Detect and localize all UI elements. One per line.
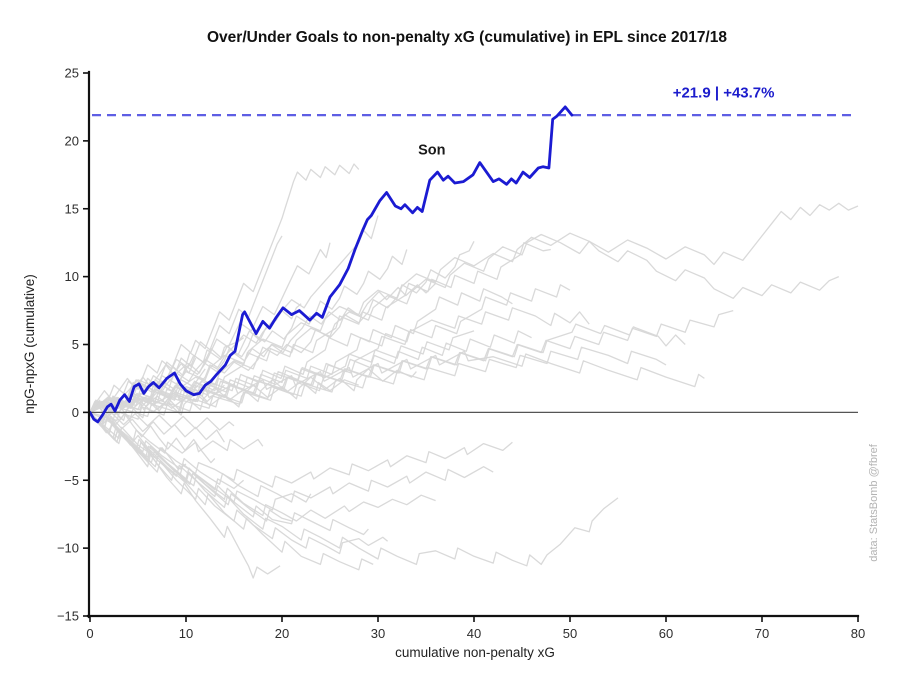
background-player-line bbox=[89, 411, 225, 443]
background-player-line bbox=[89, 411, 235, 431]
background-player-line bbox=[89, 411, 245, 491]
background-player-line bbox=[89, 411, 216, 464]
player-label: Son bbox=[418, 142, 445, 158]
background-player-line bbox=[89, 411, 187, 471]
y-tick-label: 0 bbox=[72, 405, 79, 420]
x-tick-label: 10 bbox=[179, 626, 193, 641]
background-player-line bbox=[89, 411, 389, 555]
background-player-line bbox=[89, 307, 590, 413]
x-tick-label: 30 bbox=[371, 626, 385, 641]
background-player-line bbox=[89, 303, 302, 413]
background-player-line bbox=[89, 284, 571, 413]
background-player-line bbox=[89, 288, 513, 413]
x-tick-label: 20 bbox=[275, 626, 289, 641]
y-tick-label: 20 bbox=[65, 133, 79, 148]
background-player-line bbox=[89, 411, 292, 522]
y-tick-label: −15 bbox=[57, 609, 79, 624]
background-player-line bbox=[89, 384, 225, 420]
x-tick-label: 80 bbox=[851, 626, 865, 641]
x-tick-label: 50 bbox=[563, 626, 577, 641]
background-player-line bbox=[89, 233, 840, 413]
annotation-value: +21.9 | +43.7% bbox=[673, 84, 775, 101]
highlight-line-son bbox=[88, 105, 574, 424]
background-player-line bbox=[89, 411, 264, 454]
y-tick-label: 5 bbox=[72, 337, 79, 352]
background-player-line bbox=[89, 379, 360, 419]
background-player-line bbox=[89, 411, 436, 522]
y-tick-label: −10 bbox=[57, 541, 79, 556]
background-player-line bbox=[89, 357, 197, 413]
x-tick-label: 0 bbox=[86, 626, 93, 641]
background-player-line bbox=[89, 282, 437, 413]
y-axis-label: npG-npxG (cumulative) bbox=[22, 274, 37, 414]
y-tick-label: 10 bbox=[65, 269, 79, 284]
background-player-line bbox=[89, 368, 206, 420]
background-player-line bbox=[89, 330, 475, 424]
background-player-line bbox=[89, 411, 374, 571]
y-tick-label: −5 bbox=[64, 473, 79, 488]
y-tick-label: 25 bbox=[65, 66, 79, 81]
chart-title: Over/Under Goals to non-penalty xG (cumu… bbox=[207, 29, 727, 46]
background-player-line bbox=[89, 411, 494, 503]
x-axis-label: cumulative non-penalty xG bbox=[395, 645, 555, 660]
y-tick-label: 15 bbox=[65, 201, 79, 216]
tick-marks: 0 10 20 30 40 50 60 70 80 −15 −10 −5 0 5 10 15 20 25 bbox=[57, 66, 865, 642]
background-player-line bbox=[89, 411, 513, 488]
x-tick-label: 70 bbox=[755, 626, 769, 641]
background-player-line bbox=[89, 346, 667, 422]
background-lines bbox=[89, 163, 859, 579]
background-player-line bbox=[89, 202, 859, 413]
x-tick-label: 40 bbox=[467, 626, 481, 641]
background-player-line bbox=[89, 411, 619, 567]
axes: 0 10 20 30 40 50 60 70 80 −15 −10 −5 0 5 10 15 20 25 bbox=[57, 66, 865, 642]
x-tick-label: 60 bbox=[659, 626, 673, 641]
background-player-line bbox=[89, 337, 244, 413]
background-player-line bbox=[89, 330, 532, 413]
watermark: data: StatsBomb @fbref bbox=[868, 443, 880, 562]
